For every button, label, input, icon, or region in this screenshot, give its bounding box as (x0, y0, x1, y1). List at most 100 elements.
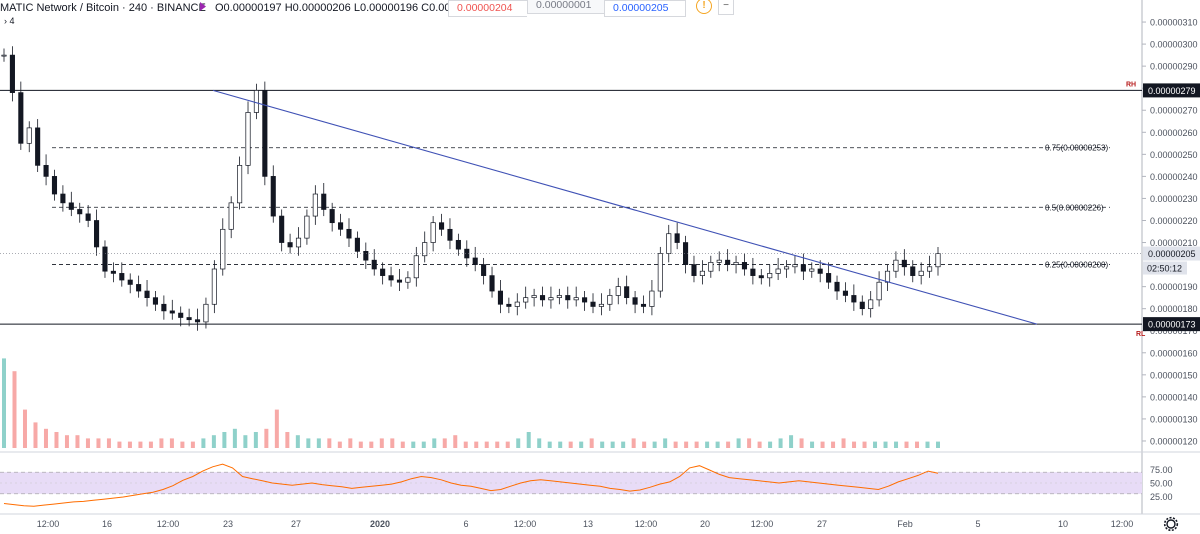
candle-body (640, 303, 647, 307)
candle-body (85, 213, 91, 221)
volume-bar (705, 441, 710, 448)
sell-price-button[interactable]: 0.00000204 (448, 0, 527, 17)
volume-bar (85, 438, 90, 448)
time-tick-label: 20 (700, 519, 710, 529)
ohlc-readout: O0.00000197 H0.00000206 L0.00000196 C0.0… (215, 0, 507, 16)
volume-bar (568, 441, 573, 448)
collapse-indicators[interactable]: › 4 (4, 16, 15, 26)
price-tick-label: 0.00000250 (1150, 150, 1198, 160)
volume-bar (127, 441, 132, 448)
gear-icon-teeth (1163, 516, 1179, 532)
candle-body (245, 112, 251, 166)
price-tick-label: 0.00000140 (1150, 392, 1198, 402)
fib-label: 0.75(0.00000253) (1045, 144, 1109, 153)
volume-bar (33, 422, 38, 448)
volume-bar (505, 441, 510, 448)
candle-body (77, 209, 83, 215)
level-label-rh: RH (1126, 81, 1136, 88)
volume-bar (64, 435, 69, 448)
countdown-bg (1143, 261, 1187, 275)
rh-price-tag: 0.00000279 (1148, 86, 1196, 96)
volume-bar (516, 438, 521, 448)
candle-body (775, 268, 781, 274)
candle-body (35, 127, 41, 166)
minimize-icon[interactable]: − (718, 0, 734, 15)
volume-bar (873, 441, 878, 448)
time-tick-label: 12:00 (635, 519, 658, 529)
candle-body (380, 268, 386, 276)
candle-body (876, 281, 882, 301)
candle-body (792, 264, 798, 268)
price-tick-label: 0.00000150 (1150, 370, 1198, 380)
fib-label: 0.5(0.00000226) (1045, 203, 1104, 212)
candle-body (565, 295, 571, 301)
volume-bar (222, 432, 227, 448)
gear-icon[interactable] (1166, 519, 1176, 529)
volume-bar (96, 438, 101, 448)
volume-bar (915, 441, 920, 448)
volume-bar (453, 435, 458, 448)
volume-bar (285, 432, 290, 448)
candle-body (295, 237, 302, 248)
volume-bar (673, 441, 678, 448)
candle-body (253, 90, 259, 113)
candle-body (455, 239, 461, 250)
candle-body (9, 54, 15, 93)
candle-body (716, 259, 722, 263)
volume-bar (337, 441, 342, 448)
volume-bar (663, 438, 668, 448)
volume-bar (684, 441, 689, 448)
candle-body (346, 228, 352, 239)
candle-body (18, 92, 24, 144)
candle-body (262, 90, 268, 177)
candle-body (228, 202, 234, 230)
candle-body (657, 253, 663, 292)
eye-icon[interactable] (200, 2, 206, 11)
buy-price-button[interactable]: 0.00000205 (604, 0, 686, 17)
candle-body (186, 317, 192, 321)
candle-body (523, 297, 529, 303)
candle-body (220, 228, 226, 270)
candle-body (43, 165, 49, 177)
candle-body (287, 242, 293, 248)
volume-bar (169, 438, 174, 448)
price-tick-label: 0.00000230 (1150, 194, 1198, 204)
volume-bar (148, 441, 153, 448)
candle-body (699, 270, 705, 276)
volume-bar (390, 438, 395, 448)
volume-bar (484, 441, 489, 448)
volume-bar (463, 441, 468, 448)
spread-readout: 0.00000001 (527, 0, 604, 14)
fib-label: 0.25(0.00000200) (1045, 261, 1109, 270)
candle-body (901, 259, 907, 268)
time-tick-label: 27 (817, 519, 827, 529)
volume-bar (274, 409, 279, 448)
candle-body (304, 215, 310, 239)
volume-bar (432, 438, 437, 448)
candle-body (1, 54, 7, 57)
candle-body (506, 303, 512, 307)
info-icon[interactable]: ! (696, 0, 712, 14)
candle-body (144, 290, 150, 299)
candle-body (834, 281, 840, 292)
price-tick-label: 0.00000270 (1150, 106, 1198, 116)
symbol-title[interactable]: MATIC Network / Bitcoin · 240 · BINANCE (0, 2, 206, 14)
candle-body (354, 237, 360, 252)
ohlc-values: O0.00000197 H0.00000206 L0.00000196 C0.0… (215, 2, 503, 14)
candle-body (102, 246, 108, 272)
candle-body (708, 262, 714, 272)
candle-body (178, 312, 184, 318)
candle-body (152, 297, 159, 305)
candle-body (582, 297, 588, 303)
volume-bar (474, 441, 479, 448)
volume-bar (558, 441, 563, 448)
volume-bar (883, 441, 888, 448)
price-tick-label: 0.00000180 (1150, 304, 1198, 314)
volume-bar (243, 435, 248, 448)
volume-bar (400, 441, 405, 448)
candle-body (270, 176, 276, 217)
volume-bar (736, 438, 741, 448)
candle-body (194, 319, 201, 323)
candle-body (279, 215, 285, 243)
